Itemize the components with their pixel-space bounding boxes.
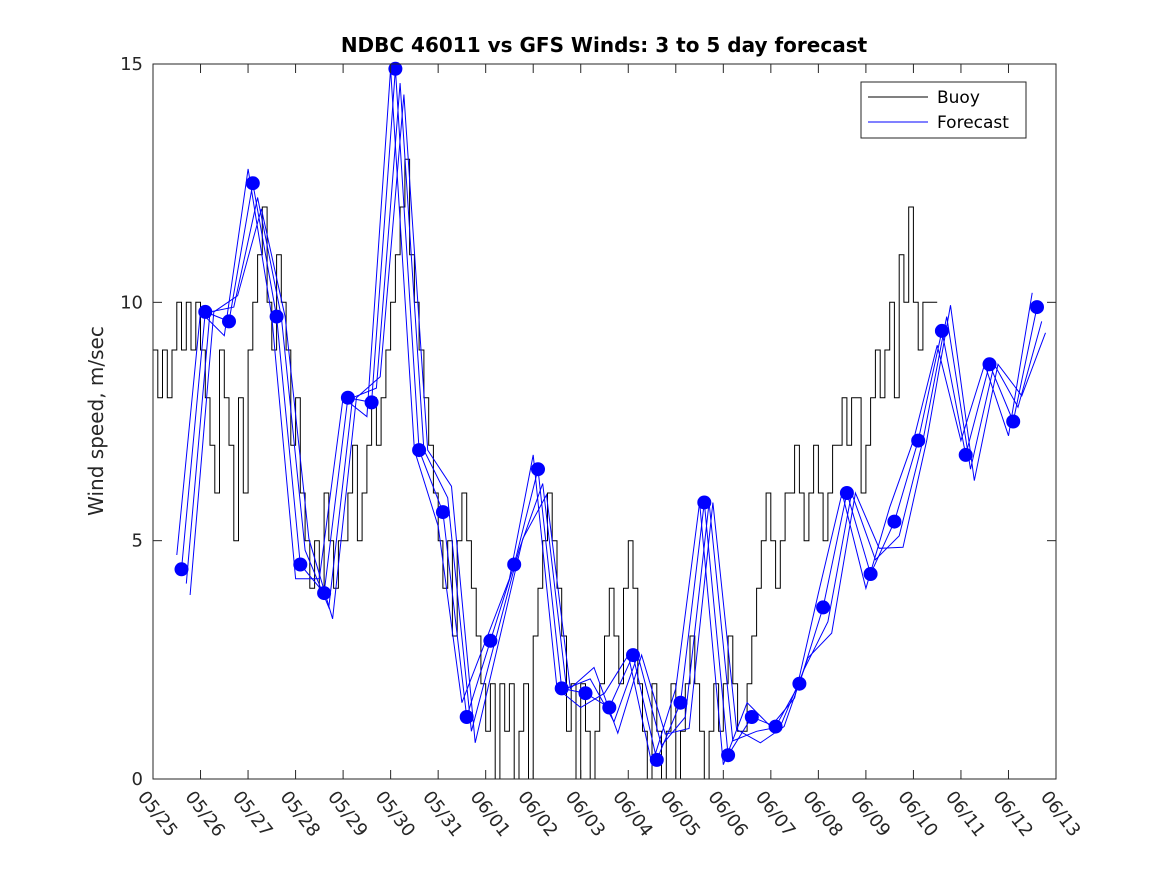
forecast-line bbox=[189, 94, 1046, 744]
forecast-marker bbox=[744, 710, 759, 724]
forecast-marker bbox=[388, 61, 403, 76]
legend-box bbox=[860, 81, 1027, 139]
forecast-marker bbox=[198, 304, 213, 319]
y-tick-label: 15 bbox=[120, 54, 143, 75]
forecast-marker bbox=[531, 462, 545, 477]
forecast-marker bbox=[435, 505, 450, 520]
forecast-marker bbox=[340, 390, 355, 405]
forecast-marker bbox=[554, 681, 569, 696]
y-tick-label: 0 bbox=[132, 769, 143, 790]
forecast-marker bbox=[697, 495, 712, 510]
forecast-marker bbox=[269, 309, 284, 324]
chart-title: NDBC 46011 vs GFS Winds: 3 to 5 day fore… bbox=[341, 33, 868, 57]
forecast-marker bbox=[1030, 300, 1044, 315]
forecast-marker bbox=[958, 447, 973, 462]
buoy-line bbox=[153, 158, 938, 780]
legend-buoy-label: Buoy bbox=[937, 88, 980, 108]
legend-forecast-label: Forecast bbox=[937, 113, 1009, 133]
forecast-marker bbox=[459, 710, 474, 724]
forecast-marker bbox=[768, 719, 783, 734]
forecast-marker bbox=[934, 323, 949, 338]
forecast-marker bbox=[673, 695, 688, 710]
forecast-marker bbox=[483, 633, 498, 648]
forecast-marker bbox=[317, 586, 332, 601]
forecast-marker bbox=[792, 676, 807, 691]
forecast-marker bbox=[839, 486, 854, 500]
forecast-marker bbox=[412, 443, 427, 458]
forecast-marker bbox=[222, 314, 236, 329]
forecast-markers bbox=[174, 61, 1044, 767]
forecast-marker bbox=[364, 395, 379, 410]
forecast-marker bbox=[1006, 414, 1021, 429]
forecast-marker bbox=[649, 752, 664, 767]
forecast-marker bbox=[174, 562, 189, 577]
buoy-series bbox=[153, 158, 938, 780]
y-axis-ticks: 0 5 10 15 bbox=[120, 54, 1056, 790]
forecast-marker bbox=[578, 686, 593, 701]
plot-frame bbox=[152, 63, 1057, 780]
forecast-line bbox=[176, 68, 1033, 767]
forecast-marker bbox=[507, 557, 522, 572]
y-tick-label: 5 bbox=[132, 531, 143, 552]
legend: Buoy Forecast bbox=[860, 81, 1027, 139]
y-axis-label: Wind speed, m/sec bbox=[84, 326, 108, 516]
forecast-marker bbox=[626, 648, 640, 663]
y-tick-label: 10 bbox=[120, 292, 143, 313]
forecast-marker bbox=[863, 567, 878, 581]
forecast-marker bbox=[911, 433, 926, 448]
forecast-marker bbox=[721, 748, 736, 763]
forecast-marker bbox=[293, 557, 308, 572]
forecast-marker bbox=[982, 357, 997, 372]
forecast-marker bbox=[887, 514, 902, 529]
forecast-marker bbox=[245, 176, 260, 191]
forecast-marker bbox=[816, 600, 831, 615]
forecast-marker bbox=[602, 700, 617, 715]
